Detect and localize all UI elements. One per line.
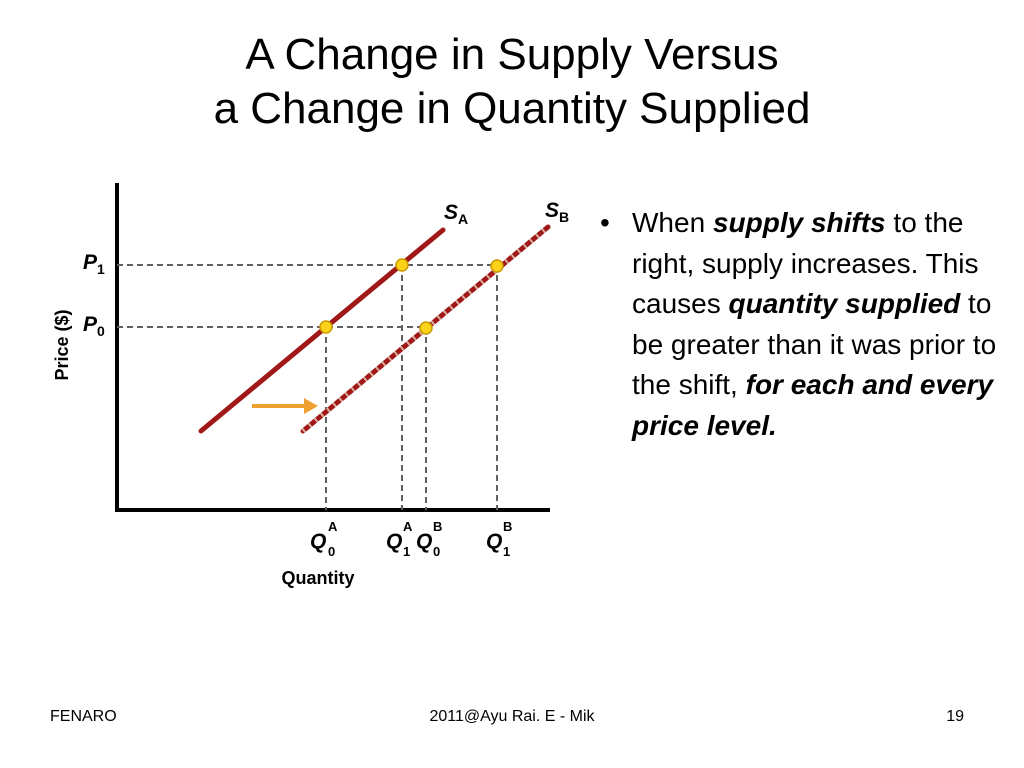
footer-left: FENARO [50,708,117,725]
quantity-label-q1b: Q B 1 [486,519,512,559]
quantity-label-q0b: Q B 0 [416,519,442,559]
page-number: 19 [946,708,964,725]
price-label-p0: P0 [83,313,105,339]
svg-text:Q: Q [486,530,502,553]
point-sa-p1 [395,258,409,272]
axes [115,183,550,512]
svg-text:B: B [433,519,442,534]
bullet-text: When supply shifts to the right, supply … [632,207,997,441]
price-label-p1: P1 [83,251,105,277]
svg-text:1: 1 [403,544,410,559]
svg-text:Q: Q [310,530,326,553]
point-sb-p1 [490,259,504,273]
points [319,258,504,335]
svg-text:B: B [503,519,512,534]
curve-label-sa: SA [444,201,468,227]
shift-arrow [252,398,318,414]
x-axis-label: Quantity [281,568,354,588]
bullet-dot-icon: • [600,207,610,238]
guide-lines [117,264,498,510]
svg-text:0: 0 [433,544,440,559]
slide-title-line-2: a Change in Quantity Supplied [213,84,811,133]
bullet-point: • When supply shifts to the right, suppl… [600,203,1000,446]
slide-title: A Change in Supply Versus a Change in Qu… [0,28,1024,136]
footer-center: 2011@Ayu Rai. E - Mik [429,708,595,725]
svg-text:Q: Q [386,530,402,553]
svg-text:0: 0 [328,544,335,559]
curve-label-sb: SB [545,199,569,225]
slide-title-line-1: A Change in Supply Versus [245,30,779,79]
svg-text:A: A [403,519,413,534]
y-axis-label: Price ($) [52,309,72,380]
svg-text:Q: Q [416,530,432,553]
point-sa-p0 [319,320,333,334]
quantity-label-q1a: Q A 1 [386,519,413,559]
svg-text:1: 1 [503,544,510,559]
svg-text:A: A [328,519,338,534]
point-sb-p0 [419,321,433,335]
quantity-label-q0a: Q A 0 [310,519,338,559]
